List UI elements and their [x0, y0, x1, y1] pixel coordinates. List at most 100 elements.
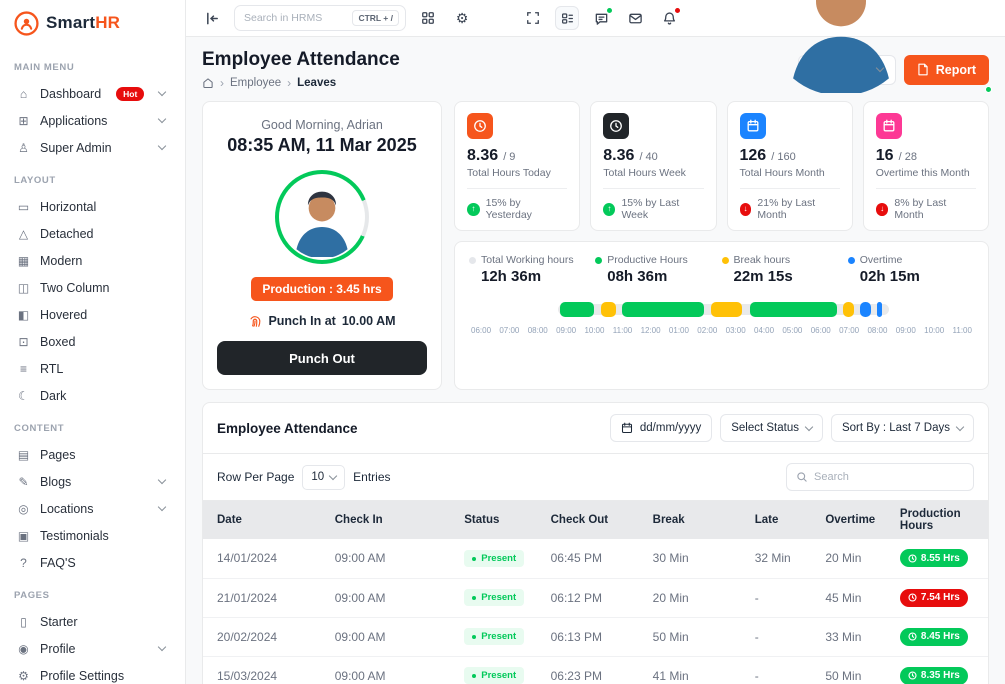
sidebar-section-label: CONTENT — [14, 423, 65, 434]
sidebar-item-label: RTL — [40, 361, 64, 376]
sidebar-item-horizontal[interactable]: ▭ Horizontal — [12, 193, 173, 220]
sidebar-item-pages[interactable]: ▤ Pages — [12, 441, 173, 468]
sidebar-item-modern[interactable]: ▦ Modern — [12, 247, 173, 274]
column-header-date: Date — [203, 501, 321, 539]
report-button[interactable]: Report — [903, 54, 989, 85]
breadcrumb-separator: › — [220, 76, 224, 90]
global-search[interactable]: CTRL + / — [234, 5, 406, 31]
column-header-overtime: Overtime — [811, 501, 886, 539]
stat-trend-text: 15% by Yesterday — [485, 197, 532, 221]
stat-total: / 40 — [636, 151, 658, 163]
sidebar-section-label: PAGES — [14, 590, 50, 601]
employee-avatar-progress-ring — [275, 170, 369, 264]
sidebar-item-faq-s[interactable]: ? FAQ'S — [12, 549, 173, 576]
chevron-down-icon — [157, 114, 167, 124]
apps-grid-icon[interactable] — [416, 6, 440, 30]
stat-label: Overtime this Month — [875, 167, 976, 189]
hour-label: 09:00 — [556, 326, 577, 335]
sidebar-item-boxed[interactable]: ⊡ Boxed — [12, 328, 173, 355]
hour-label: 01:00 — [668, 326, 689, 335]
cell-check-in: 09:00 AM — [320, 655, 451, 684]
status-badge: Present — [464, 667, 525, 684]
sidebar-item-label: FAQ'S — [40, 555, 76, 570]
notification-bell-icon[interactable] — [657, 6, 681, 30]
sidebar-item-testimonials[interactable]: ▣ Testimonials — [12, 522, 173, 549]
hour-label: 04:00 — [754, 326, 775, 335]
date-filter[interactable]: dd/mm/yyyy — [609, 414, 713, 442]
sidebar-item-label: Super Admin — [40, 140, 112, 155]
clock-icon — [467, 113, 493, 139]
sidebar-item-super-admin[interactable]: ♙ Super Admin — [12, 134, 173, 161]
cell-check-out: 06:45 PM — [550, 551, 602, 566]
punch-out-button[interactable]: Punch Out — [217, 341, 427, 375]
rows-per-page-select[interactable]: 10 — [302, 464, 346, 490]
sidebar-item-profile-settings[interactable]: ⚙ Profile Settings — [12, 662, 173, 684]
sidebar-item-starter[interactable]: ▯ Starter — [12, 608, 173, 635]
sidebar-item-applications[interactable]: ⊞ Applications — [12, 107, 173, 134]
sidebar: SmartHR MAIN MENU ⌂ Dashboard Hot ⊞ Appl… — [0, 0, 186, 684]
cell-check-out: 06:23 PM — [536, 655, 639, 684]
employee-avatar — [282, 177, 362, 257]
clock-icon — [908, 554, 917, 563]
trend-arrow-icon: ↓ — [739, 202, 752, 216]
sidebar-item-two-column[interactable]: ◫ Two Column — [12, 274, 173, 301]
search-icon — [797, 472, 807, 482]
sidebar-item-dashboard[interactable]: ⌂ Dashboard Hot — [12, 80, 173, 107]
maximize-icon[interactable] — [521, 6, 545, 30]
table-search[interactable] — [786, 463, 974, 491]
user-avatar[interactable] — [691, 0, 992, 93]
status-filter-dropdown[interactable]: Select Status — [720, 414, 823, 442]
cell-status: Present — [450, 577, 537, 617]
brand-logo[interactable]: SmartHR — [0, 0, 185, 46]
column-header-status: Status — [450, 501, 537, 539]
layout-grid-icon[interactable] — [555, 6, 579, 30]
hours-timeline — [469, 302, 974, 317]
sidebar-item-dark[interactable]: ☾ Dark — [12, 382, 173, 409]
sidebar-section-label: MAIN MENU — [14, 62, 75, 73]
stat-label: Total Hours Month — [739, 167, 840, 189]
cell-late: - — [740, 616, 812, 656]
punch-in-label: Punch In at — [268, 314, 336, 328]
sidebar-item-label: Modern — [40, 253, 83, 268]
stat-label: Total Hours Week — [603, 167, 704, 189]
search-input[interactable] — [244, 12, 347, 24]
stat-trend-text: 15% by Last Week — [621, 197, 680, 221]
punch-in-time: 10.00 AM — [341, 314, 396, 328]
cell-overtime: 20 Min — [825, 551, 862, 566]
table-search-input[interactable] — [814, 471, 964, 483]
home-icon[interactable] — [202, 77, 214, 89]
legend-label: Total Working hours — [481, 254, 574, 266]
breadcrumb-leaves[interactable]: Leaves — [297, 77, 337, 89]
chat-icon[interactable] — [589, 6, 613, 30]
sidebar-item-blogs[interactable]: ✎ Blogs — [12, 468, 173, 495]
stat-trend-text: 21% by Last Month — [757, 197, 816, 221]
timeline-segment — [843, 302, 854, 317]
timeline-segment — [711, 302, 743, 317]
sidebar-collapse-icon[interactable] — [200, 6, 224, 30]
legend-value: 22m 15s — [733, 268, 793, 285]
mail-icon[interactable] — [623, 6, 647, 30]
hour-label: 02:00 — [697, 326, 718, 335]
cell-overtime: 33 Min — [811, 616, 886, 656]
legend-item: Overtime 02h 15m — [847, 254, 974, 285]
hour-label: 06:00 — [810, 326, 831, 335]
attendance-table-card: Employee Attendance dd/mm/yyyy Select St… — [202, 402, 989, 684]
sidebar-item-rtl[interactable]: ≡ RTL — [12, 355, 173, 382]
cell-overtime: 50 Min — [811, 655, 886, 684]
settings-gear-icon[interactable]: ⚙ — [455, 9, 469, 26]
detached-layout-icon: △ — [18, 226, 29, 241]
home-icon: ⌂ — [19, 86, 28, 101]
cell-production: 7.54 Hrs — [885, 577, 988, 617]
sidebar-item-profile[interactable]: ◉ Profile — [12, 635, 173, 662]
cell-late: - — [740, 655, 812, 684]
breadcrumb-employee[interactable]: Employee — [230, 77, 282, 89]
sidebar-item-locations[interactable]: ◎ Locations — [12, 495, 173, 522]
legend-item: Break hours 22m 15s — [721, 254, 848, 285]
horizontal-layout-icon: ▭ — [17, 199, 30, 214]
hour-label: 10:00 — [584, 326, 605, 335]
faq-icon: ? — [20, 555, 27, 570]
sidebar-item-detached[interactable]: △ Detached — [12, 220, 173, 247]
sidebar-item-hovered[interactable]: ◧ Hovered — [12, 301, 173, 328]
cell-production: 8.55 Hrs — [886, 539, 988, 578]
sort-filter-dropdown[interactable]: Sort By : Last 7 Days — [830, 414, 974, 442]
